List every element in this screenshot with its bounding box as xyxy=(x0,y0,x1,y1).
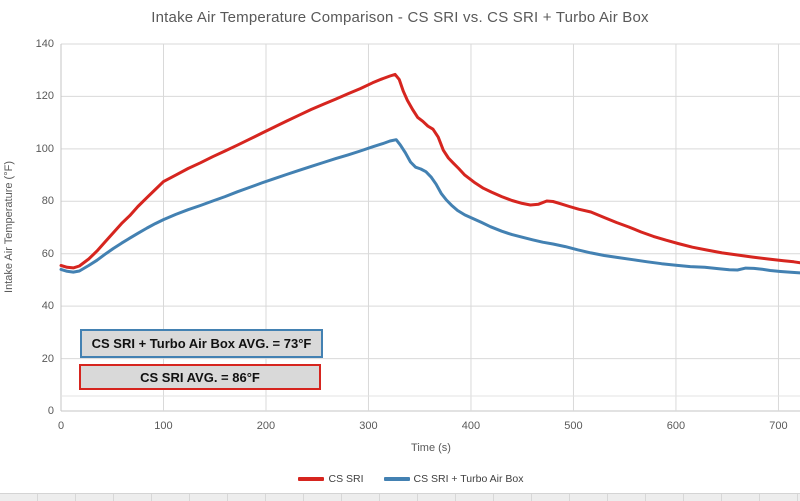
y-tick-label-120: 120 xyxy=(35,90,54,103)
x-tick-label-500: 500 xyxy=(564,420,583,432)
chart-title: Intake Air Temperature Comparison - CS S… xyxy=(151,9,649,26)
avg-annotation-turbo-air-box-text: CS SRI + Turbo Air Box AVG. = 73°F xyxy=(91,336,312,351)
chart-legend: CS SRI CS SRI + Turbo Air Box xyxy=(0,473,800,485)
x-tick-label-400: 400 xyxy=(461,420,481,432)
x-tick-label-700: 700 xyxy=(769,420,788,432)
avg-annotation-cs-sri-text: CS SRI AVG. = 86°F xyxy=(140,369,260,385)
x-axis-title: Time (s) xyxy=(411,442,451,454)
legend-label-turbo-air-box: CS SRI + Turbo Air Box xyxy=(413,473,524,485)
legend-line-marker-turbo-air-box xyxy=(383,477,410,481)
y-tick-label-40: 40 xyxy=(41,300,54,313)
avg-annotation-cs-sri: CS SRI AVG. = 86°F xyxy=(79,364,321,390)
y-tick-label-100: 100 xyxy=(35,142,54,155)
y-tick-label-20: 20 xyxy=(41,352,54,365)
avg-annotation-turbo-air-box: CS SRI + Turbo Air Box AVG. = 73°F xyxy=(80,329,323,358)
series-line-cs-sri xyxy=(59,72,800,270)
x-tick-label-600: 600 xyxy=(666,420,686,432)
y-tick-label-60: 60 xyxy=(41,247,54,260)
spreadsheet-edge-strip xyxy=(0,493,800,501)
legend-item-cs-sri: CS SRI xyxy=(298,473,364,485)
legend-item-turbo-air-box: CS SRI + Turbo Air Box xyxy=(383,473,524,485)
y-tick-label-0: 0 xyxy=(47,405,54,417)
y-tick-label-80: 80 xyxy=(41,195,54,208)
y-tick-label-140: 140 xyxy=(35,38,54,50)
series-line-cs-sri-turbo-air-box xyxy=(59,138,800,275)
x-tick-label-200: 200 xyxy=(256,420,276,432)
legend-line-marker-cs-sri xyxy=(298,477,325,481)
x-tick-label-0: 0 xyxy=(57,420,65,432)
x-tick-label-300: 300 xyxy=(359,420,378,432)
x-tick-label-100: 100 xyxy=(154,420,173,432)
legend-label-cs-sri: CS SRI xyxy=(328,473,364,485)
